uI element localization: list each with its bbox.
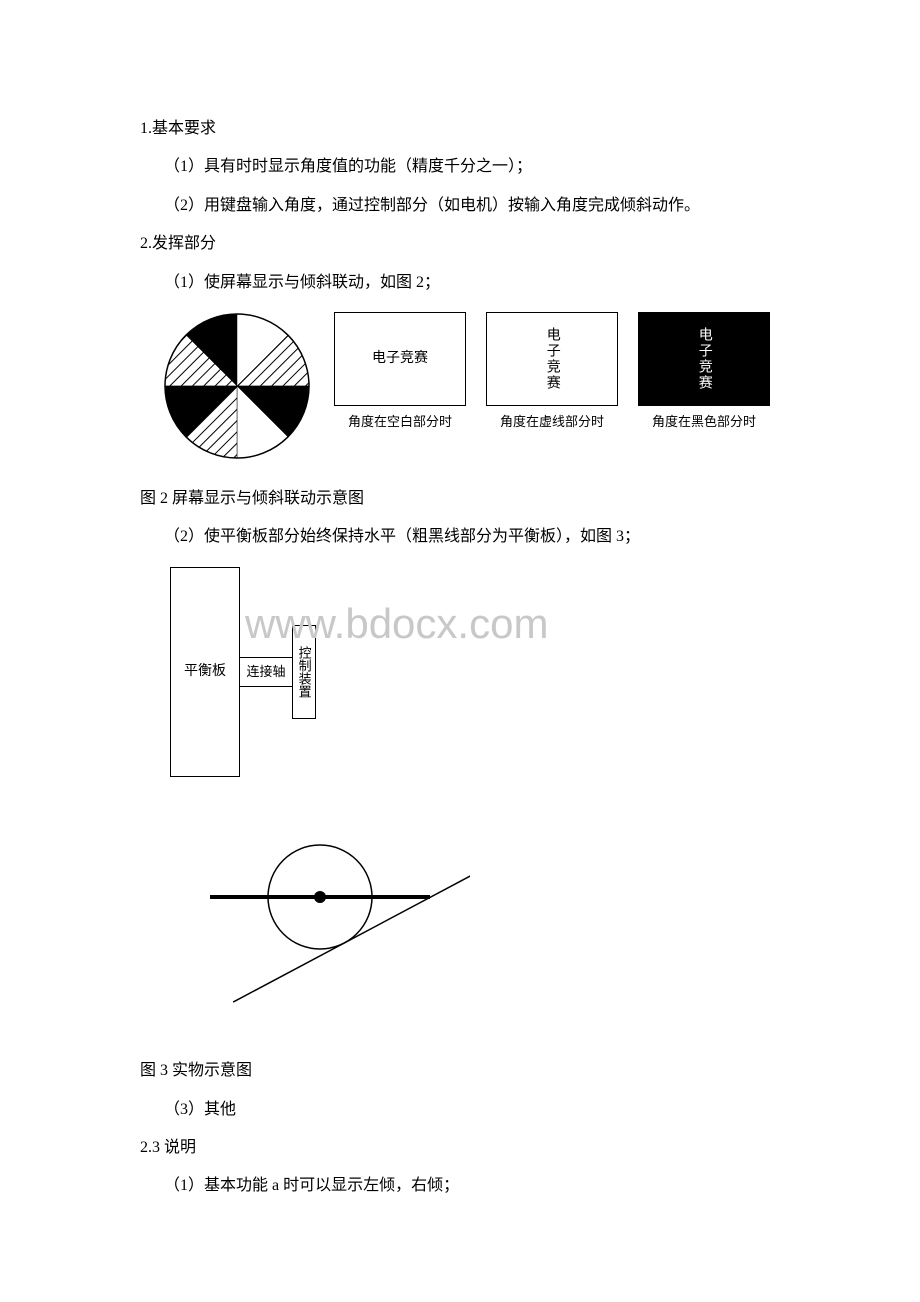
heading-basic-req: 1.基本要求	[140, 110, 780, 148]
fig2-box1-label: 电子竞赛	[372, 342, 428, 376]
heading-notes: 2.3 说明	[140, 1129, 780, 1167]
document-page: 1.基本要求 （1）具有时时显示角度值的功能（精度千分之一）； （2）用键盘输入…	[0, 0, 920, 1266]
fig2-box3-label: 电子竞赛	[687, 327, 721, 391]
fig2-circle-col	[160, 312, 314, 460]
fig3a-balance-board: 平衡板	[170, 567, 240, 777]
item-3-1: （1）基本功能 a 时可以显示左倾，右倾；	[140, 1167, 780, 1205]
fig2-cap2: 角度在虚线部分时	[500, 414, 604, 430]
figure-2: 电子竞赛 角度在空白部分时 电子竞赛 角度在虚线部分时 电子竞赛 角度在黑色部分…	[160, 312, 780, 460]
item-2-1: （1）使屏幕显示与倾斜联动，如图 2；	[140, 264, 780, 302]
fig2-caption: 图 2 屏幕显示与倾斜联动示意图	[140, 480, 780, 518]
fig2-box1-col: 电子竞赛 角度在空白部分时	[334, 312, 466, 430]
item-2-3: （3）其他	[140, 1091, 780, 1129]
fig2-circle-diagram	[160, 312, 314, 460]
fig2-box2-label: 电子竞赛	[535, 327, 569, 391]
fig2-cap3: 角度在黑色部分时	[652, 414, 756, 430]
fig3a-controller: 控制装置	[292, 567, 316, 777]
fig2-cap1: 角度在空白部分时	[348, 414, 452, 430]
fig2-box3-col: 电子竞赛 角度在黑色部分时	[638, 312, 770, 430]
item-2-2: （2）使平衡板部分始终保持水平（粗黑线部分为平衡板），如图 3；	[140, 518, 780, 556]
fig3a-left-label: 平衡板	[184, 655, 226, 689]
item-1-2: （2）用键盘输入角度，通过控制部分（如电机）按输入角度完成倾斜动作。	[140, 187, 780, 225]
fig3a-right-label: 控制装置	[288, 646, 319, 698]
fig2-box3: 电子竞赛	[638, 312, 770, 406]
fig3a-connector: 连接轴	[240, 567, 293, 777]
figure-3b	[150, 827, 780, 1042]
item-1-1: （1）具有时时显示角度值的功能（精度千分之一）；	[140, 148, 780, 186]
figure-3a: 平衡板 连接轴 控制装置	[170, 567, 780, 777]
heading-extended: 2.发挥部分	[140, 225, 780, 263]
fig3a-mid-label: 连接轴	[246, 656, 285, 687]
fig2-box1: 电子竞赛	[334, 312, 466, 406]
fig2-box2: 电子竞赛	[486, 312, 618, 406]
fig3-caption: 图 3 实物示意图	[140, 1052, 780, 1090]
fig2-box2-col: 电子竞赛 角度在虚线部分时	[486, 312, 618, 430]
